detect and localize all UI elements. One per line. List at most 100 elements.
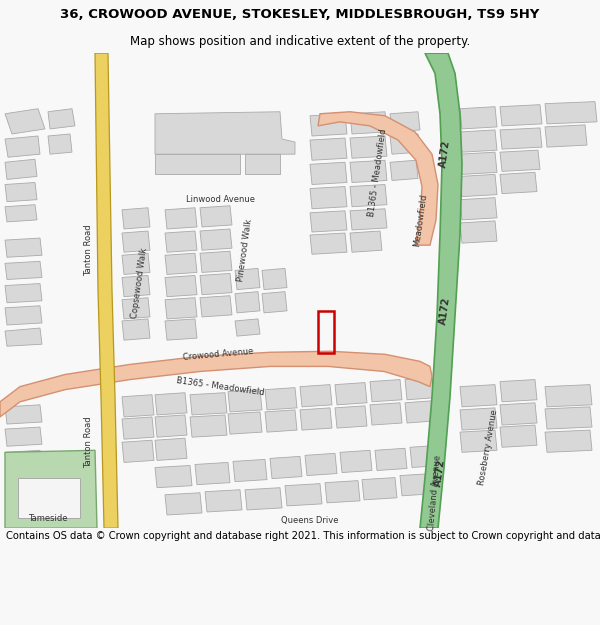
Polygon shape	[270, 456, 302, 479]
Polygon shape	[500, 104, 542, 126]
Polygon shape	[155, 415, 187, 437]
Text: B1365 - Meadowfield: B1365 - Meadowfield	[367, 127, 389, 217]
Polygon shape	[122, 440, 154, 462]
Polygon shape	[350, 112, 387, 134]
Polygon shape	[235, 268, 260, 289]
Bar	[318, 311, 334, 353]
Polygon shape	[200, 229, 232, 250]
Polygon shape	[165, 319, 197, 340]
Polygon shape	[5, 450, 97, 528]
Polygon shape	[545, 384, 592, 407]
Text: Pinewood Walk: Pinewood Walk	[236, 218, 254, 282]
Text: Linwood Avenue: Linwood Avenue	[185, 195, 254, 204]
Text: Tanton Road: Tanton Road	[85, 224, 94, 276]
Polygon shape	[262, 268, 287, 289]
Polygon shape	[235, 292, 260, 313]
Polygon shape	[235, 319, 260, 336]
Polygon shape	[405, 378, 434, 400]
Polygon shape	[122, 298, 150, 319]
Polygon shape	[122, 253, 150, 274]
Polygon shape	[5, 405, 42, 424]
Polygon shape	[545, 430, 592, 452]
Polygon shape	[310, 162, 347, 184]
Text: Roseberry Avenue: Roseberry Avenue	[477, 409, 499, 486]
Polygon shape	[195, 462, 230, 484]
Polygon shape	[155, 112, 295, 154]
Text: A172: A172	[433, 458, 447, 487]
Polygon shape	[305, 453, 337, 476]
Polygon shape	[460, 408, 497, 430]
Polygon shape	[460, 384, 497, 407]
Polygon shape	[350, 160, 387, 182]
Polygon shape	[228, 389, 262, 412]
Polygon shape	[400, 474, 434, 496]
Polygon shape	[122, 208, 150, 229]
Polygon shape	[155, 466, 192, 488]
Text: Tameside: Tameside	[28, 514, 68, 522]
Polygon shape	[410, 445, 442, 468]
Polygon shape	[122, 395, 154, 417]
Polygon shape	[5, 450, 42, 469]
Polygon shape	[500, 379, 537, 402]
Polygon shape	[390, 112, 420, 132]
Polygon shape	[390, 160, 418, 181]
Polygon shape	[460, 152, 497, 174]
Polygon shape	[5, 159, 37, 179]
Polygon shape	[325, 481, 360, 503]
Polygon shape	[165, 208, 197, 229]
Polygon shape	[405, 401, 434, 423]
Polygon shape	[190, 392, 227, 415]
Polygon shape	[205, 490, 242, 512]
Polygon shape	[5, 328, 42, 346]
Polygon shape	[5, 261, 42, 279]
Text: Queens Drive: Queens Drive	[281, 516, 339, 524]
Polygon shape	[460, 430, 497, 452]
Polygon shape	[190, 415, 227, 437]
Polygon shape	[310, 138, 347, 160]
Polygon shape	[165, 276, 197, 297]
Polygon shape	[122, 231, 150, 253]
Polygon shape	[233, 459, 267, 482]
Polygon shape	[5, 238, 42, 258]
Polygon shape	[362, 478, 397, 500]
Polygon shape	[335, 406, 367, 428]
Polygon shape	[165, 231, 197, 253]
Polygon shape	[122, 417, 154, 439]
Polygon shape	[500, 402, 537, 425]
Polygon shape	[265, 410, 297, 432]
Polygon shape	[350, 231, 382, 253]
Polygon shape	[5, 427, 42, 446]
Polygon shape	[310, 186, 347, 209]
Polygon shape	[265, 388, 297, 410]
Polygon shape	[228, 412, 262, 434]
Polygon shape	[5, 284, 42, 302]
Text: Contains OS data © Crown copyright and database right 2021. This information is : Contains OS data © Crown copyright and d…	[6, 531, 600, 541]
Polygon shape	[5, 182, 37, 202]
Text: A172: A172	[438, 296, 452, 325]
Polygon shape	[350, 209, 387, 230]
Polygon shape	[5, 136, 40, 158]
Text: Tanton Road: Tanton Road	[85, 416, 94, 468]
Polygon shape	[500, 173, 537, 194]
Polygon shape	[375, 448, 407, 471]
Polygon shape	[370, 379, 402, 402]
Polygon shape	[460, 198, 497, 220]
Text: Meadowfield: Meadowfield	[412, 193, 428, 247]
Polygon shape	[285, 484, 322, 506]
Bar	[18, 478, 80, 518]
Text: Map shows position and indicative extent of the property.: Map shows position and indicative extent…	[130, 35, 470, 48]
Polygon shape	[310, 233, 347, 254]
Polygon shape	[5, 306, 42, 325]
Polygon shape	[165, 298, 197, 319]
Polygon shape	[500, 150, 540, 171]
Polygon shape	[48, 109, 75, 129]
Polygon shape	[310, 211, 347, 232]
Polygon shape	[155, 154, 240, 174]
Polygon shape	[165, 253, 197, 274]
Polygon shape	[500, 425, 537, 448]
Polygon shape	[300, 408, 332, 430]
Polygon shape	[460, 130, 497, 152]
Polygon shape	[245, 154, 280, 174]
Polygon shape	[262, 292, 287, 313]
Polygon shape	[545, 125, 587, 147]
